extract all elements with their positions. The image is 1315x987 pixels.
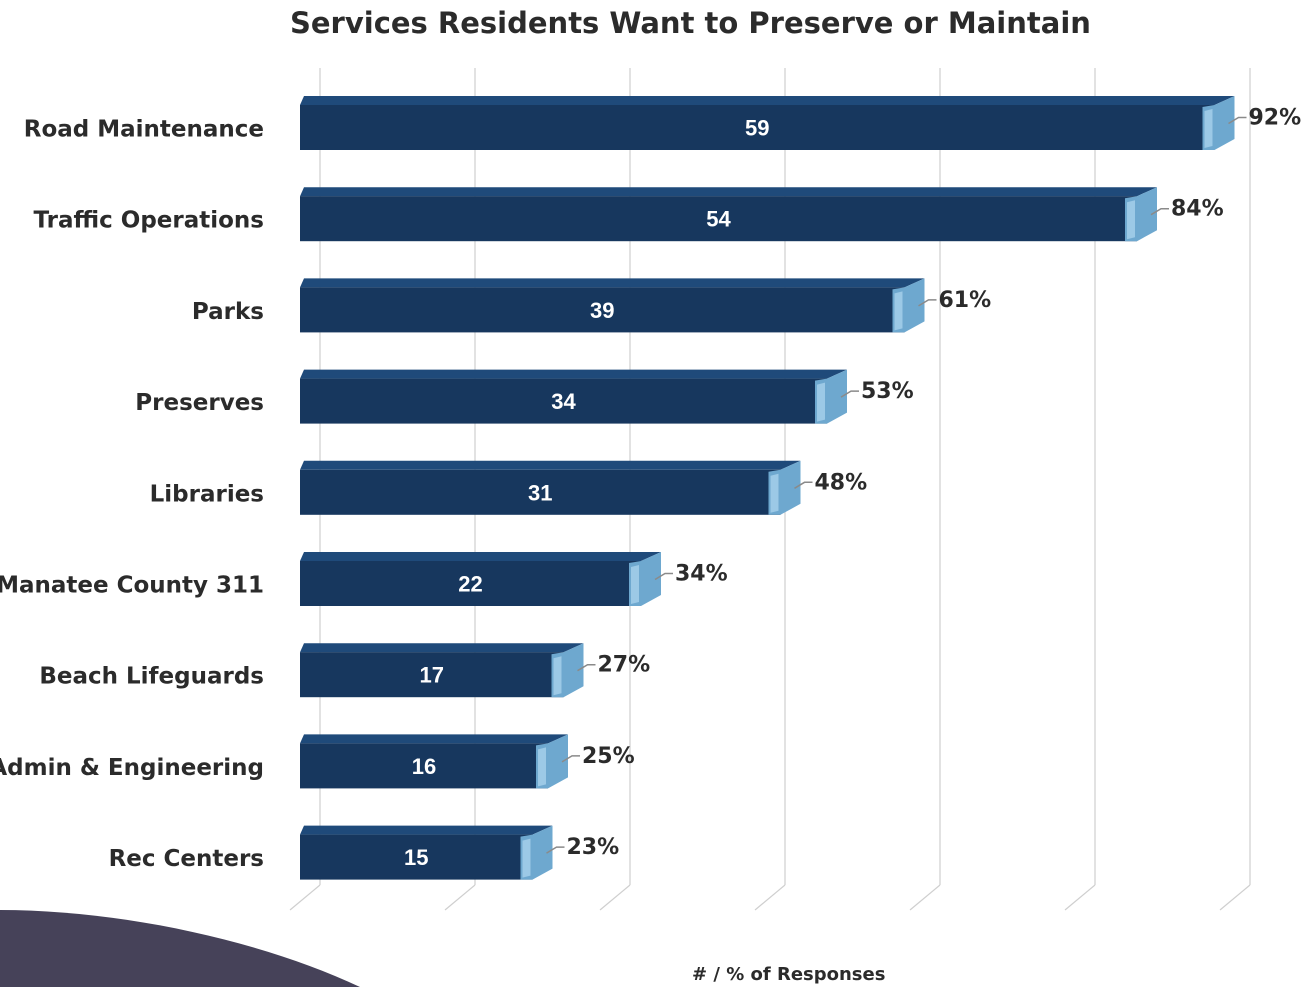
bar-top-face — [300, 825, 553, 835]
percent-label: 34% — [675, 562, 728, 587]
bar-end-highlight — [538, 747, 546, 787]
bar-top-face — [300, 552, 661, 561]
bar-value-label: 39 — [590, 298, 614, 323]
percent-label: 53% — [861, 379, 914, 404]
percent-leader-line — [577, 663, 596, 672]
percent-leader-line — [654, 572, 673, 581]
bar-top-face — [300, 460, 801, 470]
bar — [300, 652, 564, 698]
gridline-floor — [1064, 884, 1096, 911]
percent-leader-line — [546, 846, 565, 854]
bar-value-label: 16 — [412, 754, 436, 779]
percent-leader-line — [561, 755, 580, 763]
bar — [300, 378, 827, 424]
bar-end-highlight — [894, 291, 903, 331]
percent-label: 92% — [1249, 106, 1302, 131]
bar-end-highlight — [817, 382, 825, 422]
bar-end-highlight — [522, 838, 531, 878]
bar-value-label: 15 — [404, 845, 428, 870]
percent-label: 27% — [598, 653, 651, 678]
bar — [300, 469, 781, 515]
bar-end-highlight — [1127, 200, 1135, 240]
bar-end-highlight — [553, 656, 562, 696]
bar-top-face — [300, 187, 1157, 197]
percent-label: 23% — [567, 835, 620, 860]
percent-label: 25% — [582, 744, 635, 769]
gridline-floor — [289, 884, 321, 911]
bar — [300, 287, 905, 333]
gridline-floor — [754, 884, 786, 911]
bar — [300, 105, 1215, 150]
bar-end-highlight — [1204, 109, 1213, 148]
bar-top-face — [300, 369, 847, 379]
category-label: Traffic Operations — [33, 208, 264, 234]
bar-top-face — [300, 643, 584, 653]
percent-leader-line — [794, 481, 813, 489]
percent-leader-line — [840, 390, 859, 398]
bar-value-label: 22 — [458, 572, 482, 597]
bar — [300, 834, 533, 880]
gridline-floor — [1219, 884, 1251, 911]
category-label: Beach Lifeguards — [39, 664, 264, 690]
bar-top-face — [300, 278, 925, 288]
bar-value-label: 59 — [745, 116, 769, 141]
gridline-floor — [444, 884, 476, 911]
bar — [300, 196, 1137, 242]
category-label: Road Maintenance — [24, 117, 264, 143]
chart-title: Services Residents Want to Preserve or M… — [290, 6, 1091, 40]
category-label: Admin & Engineering — [0, 755, 264, 781]
bar-value-label: 54 — [706, 207, 731, 232]
percent-leader-line — [1228, 116, 1247, 125]
percent-leader-line — [918, 299, 937, 307]
percent-label: 48% — [815, 470, 868, 495]
percent-label: 61% — [939, 288, 992, 313]
bar-top-face — [300, 734, 568, 744]
bar-value-label: 31 — [528, 480, 552, 505]
gridline-floor — [909, 884, 941, 911]
decorative-corner-shape — [0, 910, 360, 987]
x-axis-label: # / % of Responses — [692, 964, 886, 985]
percent-label: 84% — [1171, 197, 1224, 222]
bar-value-label: 17 — [420, 663, 444, 688]
bar-value-label: 34 — [551, 389, 576, 414]
bar — [300, 561, 641, 606]
gridline-floor — [599, 884, 631, 911]
category-label: Libraries — [150, 481, 264, 507]
bar — [300, 743, 548, 789]
category-label: Rec Centers — [109, 846, 264, 872]
category-label: Manatee County 311 — [0, 573, 264, 599]
bar-top-face — [300, 96, 1235, 105]
percent-leader-line — [1150, 207, 1169, 216]
bar-end-highlight — [631, 565, 639, 604]
bar-end-highlight — [770, 473, 779, 513]
category-label: Parks — [192, 299, 264, 325]
category-label: Preserves — [135, 390, 264, 416]
